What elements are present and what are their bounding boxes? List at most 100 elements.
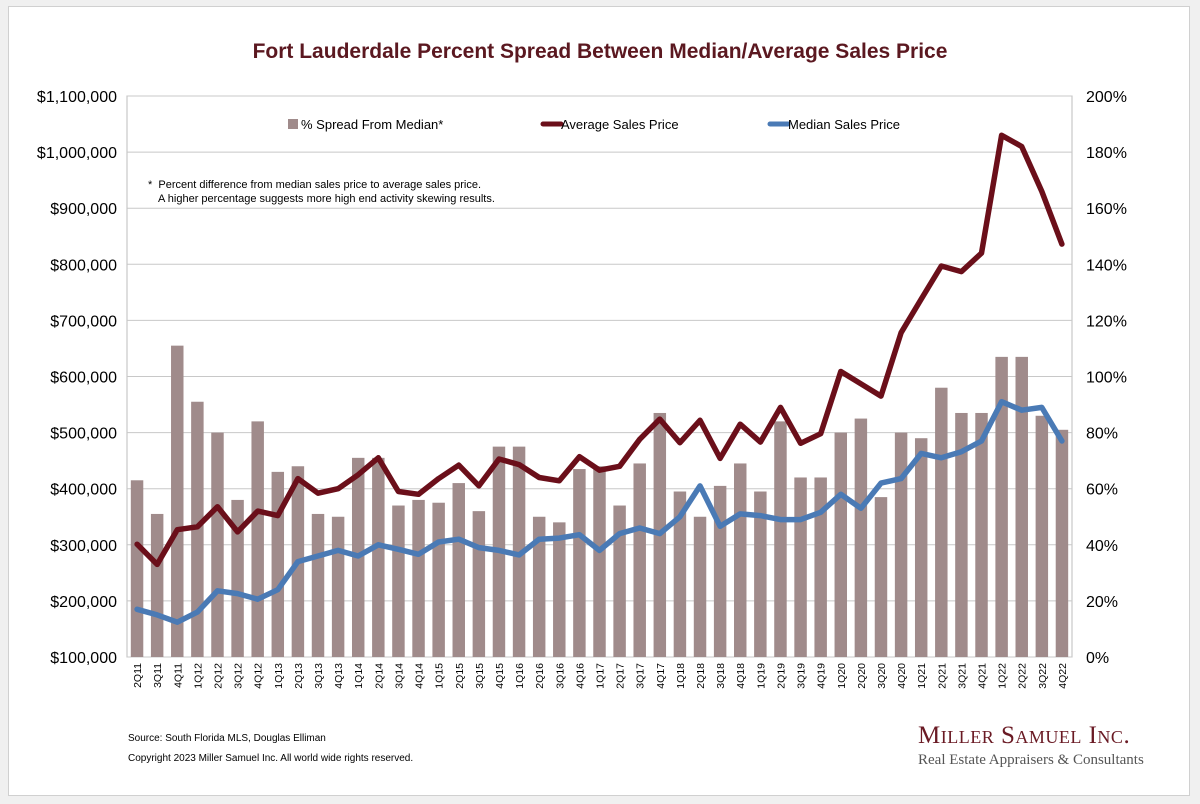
legend-swatch (288, 119, 298, 129)
x-tick-label: 1Q16 (514, 663, 526, 689)
bar (854, 418, 868, 657)
bar (794, 477, 807, 657)
x-tick-label: 4Q12 (253, 663, 265, 689)
bar (673, 491, 687, 657)
x-tick-label: 2Q14 (373, 663, 385, 689)
source-text: Source: South Florida MLS, Douglas Ellim… (128, 733, 326, 744)
copyright-text: Copyright 2023 Miller Samuel Inc. All wo… (128, 753, 414, 764)
y-left-tick-label: $1,100,000 (37, 89, 117, 106)
y-right-tick-label: 80% (1086, 426, 1118, 443)
x-tick-label: 2Q18 (695, 663, 707, 689)
x-tick-label: 2Q13 (293, 663, 305, 689)
x-tick-label: 1Q12 (192, 663, 204, 689)
x-tick-label: 1Q20 (836, 663, 848, 689)
bar (1035, 415, 1049, 657)
axes: $100,000 0% $200,000 20% $300,000 40% $400,000… (37, 89, 1127, 689)
bar (472, 511, 486, 657)
x-tick-label: 2Q20 (856, 663, 868, 689)
y-left-tick-label: $400,000 (50, 482, 117, 499)
bar (211, 432, 224, 657)
x-tick-label: 4Q20 (896, 663, 908, 689)
x-tick-label: 2Q21 (936, 663, 948, 689)
bar (975, 412, 988, 657)
x-tick-label: 1Q17 (595, 663, 607, 689)
y-right-tick-label: 200% (1086, 89, 1127, 106)
x-tick-label: 1Q22 (997, 663, 1009, 689)
bar (573, 469, 586, 657)
x-tick-label: 3Q18 (715, 663, 727, 689)
x-tick-label: 2Q15 (454, 663, 466, 689)
bar (392, 505, 405, 657)
y-right-tick-label: 180% (1086, 145, 1127, 162)
bar (412, 499, 425, 657)
bar (331, 516, 345, 657)
x-tick-label: 4Q22 (1057, 663, 1069, 689)
bar (171, 345, 184, 657)
legend-label: % Spread From Median* (301, 117, 443, 132)
x-tick-label: 3Q20 (876, 663, 888, 689)
y-right-tick-label: 20% (1086, 594, 1118, 611)
x-tick-label: 3Q12 (233, 663, 245, 689)
x-tick-label: 4Q17 (655, 663, 667, 689)
chart-frame (8, 6, 1190, 796)
note-line-2: A higher percentage suggests more high e… (158, 193, 495, 205)
company-logo-name: Miller Samuel Inc. (918, 722, 1131, 749)
bar (372, 457, 385, 657)
y-left-tick-label: $100,000 (50, 650, 117, 667)
bar (452, 483, 465, 657)
bar (593, 466, 606, 657)
x-tick-label: 4Q11 (172, 663, 184, 688)
x-tick-label: 3Q21 (956, 663, 968, 689)
bar (995, 356, 1008, 657)
chart-note: * Percent difference from median sales p… (148, 178, 495, 206)
x-tick-label: 4Q15 (494, 663, 506, 689)
x-tick-label: 2Q11 (132, 663, 144, 688)
bar-series (130, 345, 1069, 657)
chart-title: Fort Lauderdale Percent Spread Between M… (252, 40, 948, 63)
y-left-tick-label: $900,000 (50, 201, 117, 218)
y-left-tick-label: $300,000 (50, 538, 117, 555)
bar (754, 491, 767, 657)
bar (231, 499, 244, 657)
bar (834, 432, 848, 657)
x-tick-label: 3Q19 (796, 663, 808, 689)
x-tick-label: 1Q19 (755, 663, 767, 689)
gridlines (126, 95, 1073, 658)
bar (693, 516, 707, 657)
bar (935, 387, 948, 657)
bar (955, 412, 968, 657)
y-right-tick-label: 40% (1086, 538, 1118, 555)
bar (1055, 429, 1069, 657)
bar (311, 513, 325, 657)
x-tick-label: 2Q17 (615, 663, 627, 689)
bar (251, 421, 264, 657)
x-tick-label: 4Q18 (735, 663, 747, 689)
y-right-tick-label: 60% (1086, 482, 1118, 499)
y-right-tick-label: 0% (1086, 650, 1109, 667)
y-right-tick-label: 120% (1086, 313, 1127, 330)
x-tick-label: 1Q13 (273, 663, 285, 689)
y-left-tick-label: $700,000 (50, 313, 117, 330)
x-tick-label: 1Q18 (675, 663, 687, 689)
bar (150, 513, 164, 657)
x-tick-label: 3Q14 (393, 663, 405, 689)
y-left-tick-label: $500,000 (50, 426, 117, 443)
x-tick-label: 4Q19 (816, 663, 828, 689)
x-tick-label: 2Q22 (1017, 663, 1029, 689)
bar (914, 438, 928, 657)
y-right-tick-label: 140% (1086, 257, 1127, 274)
y-left-tick-label: $600,000 (50, 370, 117, 387)
x-tick-label: 3Q13 (313, 663, 325, 689)
y-right-tick-label: 160% (1086, 201, 1127, 218)
x-tick-label: 3Q22 (1037, 663, 1049, 689)
x-tick-label: 1Q21 (916, 663, 928, 689)
bar (633, 463, 646, 657)
x-tick-label: 1Q14 (353, 663, 365, 689)
bar (774, 421, 787, 657)
x-tick-label: 3Q16 (554, 663, 566, 689)
bar (1015, 356, 1028, 657)
note-marker: * (148, 179, 153, 191)
x-tick-label: 4Q21 (977, 663, 989, 689)
bar (553, 522, 566, 657)
y-left-tick-label: $800,000 (50, 257, 117, 274)
